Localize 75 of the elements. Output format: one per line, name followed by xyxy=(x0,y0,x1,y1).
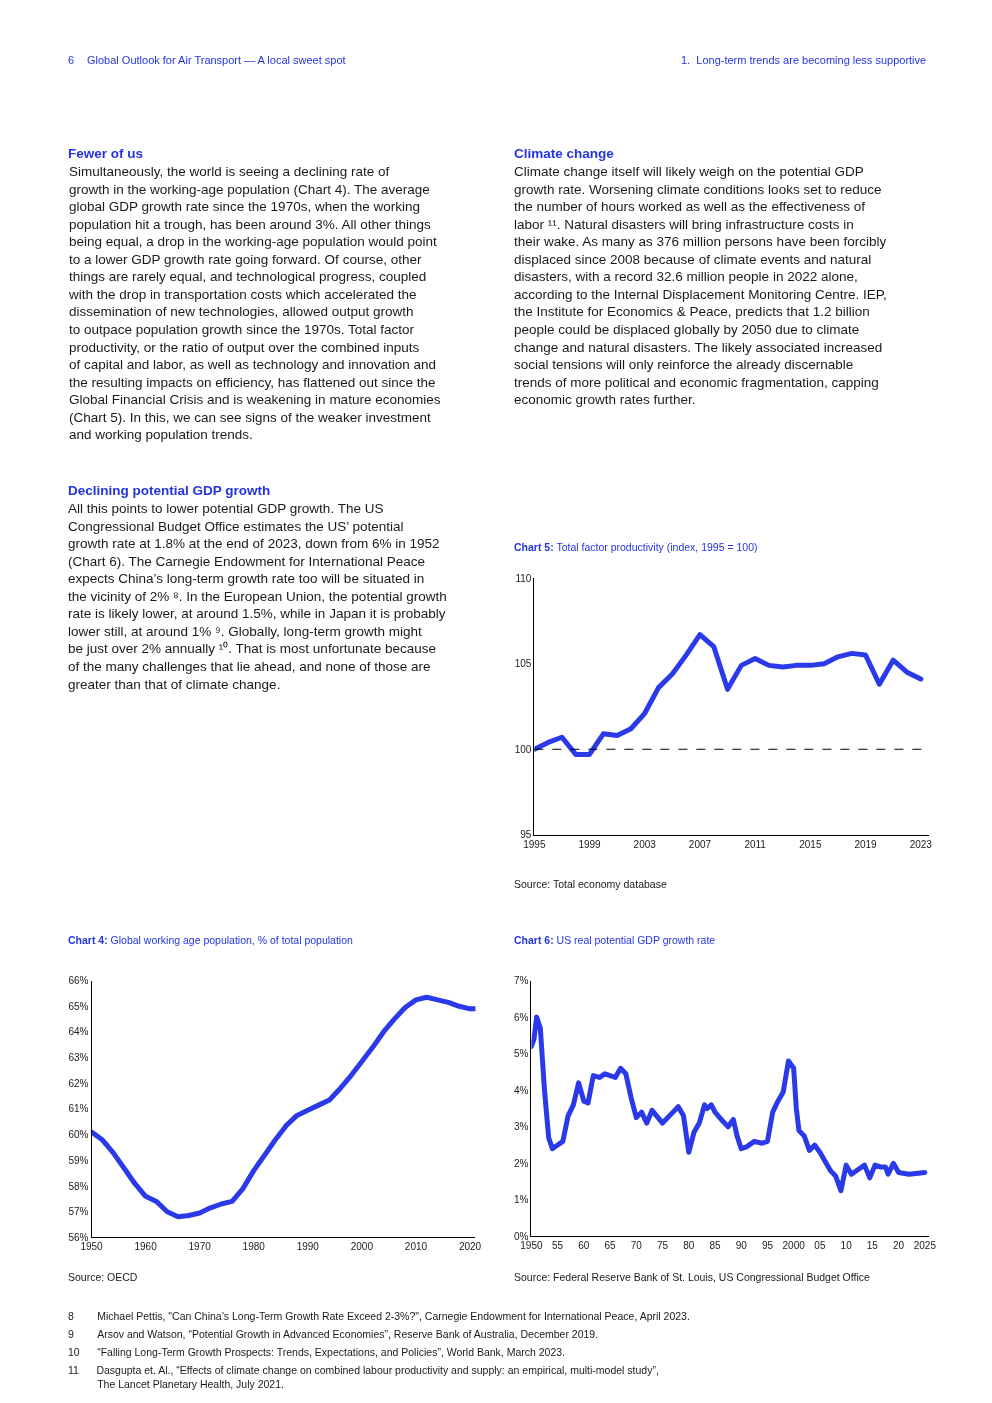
x-tick-label: 10 xyxy=(840,1240,853,1252)
text: 11 Dasgupta et. Al., “Effects of climate change on combined labour productivity and supply: an empirical, multi-model study”, xyxy=(68,1364,659,1376)
y-tick-label: 57% xyxy=(68,1206,89,1218)
x-tick-label: 85 xyxy=(709,1240,721,1252)
text: 6 xyxy=(68,54,75,66)
text: All this points to lower potential GDP growth. The US Congressional Budget Office estimates the US’ potential growth rate at 1.8% at the end of 2023, down from 6% in 1952 (Chart 6). The Carnegie Endowment for International Peace expects China’s long-term growth rate too will be situated in the vicinity of 2% ⁸. In the European Union, the potential growth rate is likely lower, at around 1.5%, while in Japan it is probably lower still, at around 1% ⁹. Globally, long-term growth might be just over 2% annually ¹⁰. That is most unfortunate because of the many challenges that lie ahead, and none of those are greater than that of climate change. xyxy=(68,501,447,692)
x-tick-label: 1995 xyxy=(523,838,546,850)
y-tick-label: 59% xyxy=(68,1154,89,1166)
x-tick-label: 90 xyxy=(735,1240,748,1252)
x-tick-label: 75 xyxy=(656,1240,669,1252)
chart-title: Chart 5: Total factor productivity (index, 1995 = 100) xyxy=(514,541,758,553)
x-tick-label: 15 xyxy=(866,1240,879,1252)
source-note: Source: Total economy database xyxy=(514,878,667,890)
x-tick-label: 2003 xyxy=(633,838,657,850)
text: 10 “Falling Long-Term Growth Prospects: Trends, Expectations, and Policies”, World Bank, March 2023. xyxy=(68,1346,566,1358)
y-tick-label: 56% xyxy=(68,1231,89,1243)
source-note: Source: Federal Reserve Bank of St. Louis, US Congressional Budget Office xyxy=(514,1271,870,1283)
text: Fewer of us xyxy=(68,146,144,161)
text: 1. Long-term trends are becoming less supportive xyxy=(681,54,927,66)
x-tick-label: 2020 xyxy=(458,1241,482,1253)
x-tick-label: 2000 xyxy=(350,1241,374,1253)
y-tick-label: 65% xyxy=(68,1000,89,1012)
text: Declining potential GDP growth xyxy=(68,483,271,498)
x-tick-label: 1970 xyxy=(188,1241,212,1253)
text: 8 Michael Pettis, "Can China’s Long-Term Growth Rate Exceed 2-3%?", Carnegie Endowment for International Peace, April 2023. xyxy=(68,1310,690,1322)
source-note: Source: OECD xyxy=(68,1271,138,1283)
y-tick-label: 58% xyxy=(68,1180,89,1192)
x-tick-label: 1980 xyxy=(242,1241,266,1253)
x-tick-label: 2023 xyxy=(909,838,933,850)
x-tick-label: 65 xyxy=(604,1240,617,1252)
x-tick-label: 2019 xyxy=(854,838,878,850)
text: Climate change xyxy=(514,146,615,161)
x-tick-label: 95 xyxy=(761,1240,774,1252)
x-tick-label: 05 xyxy=(814,1240,826,1252)
text: 9 Arsov and Watson, “Potential Growth in Advanced Economies”, Reserve Bank of Australia, December 2019. xyxy=(68,1328,599,1340)
text: Global Outlook for Air Transport — A local sweet spot xyxy=(87,54,346,66)
x-tick-label: 1960 xyxy=(134,1241,158,1253)
y-tick-label: 63% xyxy=(68,1052,89,1064)
y-tick-label: 64% xyxy=(68,1026,89,1038)
chart-title: Chart 6: US real potential GDP growth rate xyxy=(514,934,716,946)
y-tick-label: 0% xyxy=(513,1230,529,1242)
y-tick-label: 61% xyxy=(68,1103,89,1115)
y-tick-label: 95 xyxy=(520,829,532,841)
y-tick-label: 5% xyxy=(513,1048,529,1060)
y-tick-label: 100 xyxy=(514,743,532,755)
x-tick-label: 80 xyxy=(683,1240,695,1252)
y-tick-label: 3% xyxy=(513,1121,529,1133)
y-tick-label: 110 xyxy=(515,572,532,584)
x-tick-label: 2007 xyxy=(688,838,712,850)
x-tick-label: 2025 xyxy=(913,1240,937,1252)
x-tick-label: 55 xyxy=(552,1240,564,1252)
x-tick-label: 2015 xyxy=(799,838,822,850)
x-tick-label: 2000 xyxy=(782,1240,806,1252)
y-tick-label: 4% xyxy=(513,1084,529,1096)
text: Simultaneously, the world is seeing a declining rate of growth in the working-age population (Chart 4). The average global GDP growth rate since the 1970s, when the working population hit a trough, has been around 3%. All other things being equal, a drop in the working-age population would point to a lower GDP growth rate going forward. Of course, other things are rarely equal, and technological progress, coupled with the drop in transportation costs which accelerated the dissemination of new technologies, allowed output growth to outpace population growth since the 1970s. Total factor productivity, or the ratio of output over the combined inputs of capital and labor, as well as technology and innovation and the resulting impacts on efficiency, has flattened out since the Global Financial Crisis and is weakening in mature economies (Chart 5). In this, we can see signs of the weaker investment and working population trends. xyxy=(69,164,441,443)
x-tick-label: 1950 xyxy=(520,1240,543,1252)
text: Climate change itself will likely weigh on the potential GDP growth rate. Worsening climate conditions looks set to reduce the number of hours worked as well as the effectiveness of labor ¹¹. Natural disasters will bring infrastructure costs in their wake. As many as 376 million persons have been forcibly displaced since 2008 because of climate events and natural disasters, with a record 32.6 million people in 2022 alone, according to the Internal Displacement Monitoring Centre. IEP, the Institute for Economics & Peace, predicts that 1.2 billion people could be displaced globally by 2050 due to climate change and natural disasters. The likely associated increased social tensions will only reinforce the already discernable trends of more political and economic fragmentation, capping economic growth rates further. xyxy=(514,164,887,408)
y-tick-label: 60% xyxy=(68,1129,89,1141)
x-tick-label: 60 xyxy=(578,1240,590,1252)
x-tick-label: 20 xyxy=(893,1240,905,1252)
x-tick-label: 2011 xyxy=(744,838,767,850)
x-tick-label: 1950 xyxy=(80,1241,104,1253)
x-tick-label: 1999 xyxy=(578,838,602,850)
x-tick-label: 2010 xyxy=(404,1241,428,1253)
y-tick-label: 7% xyxy=(513,975,529,987)
y-tick-label: 2% xyxy=(513,1157,529,1169)
y-tick-label: 66% xyxy=(68,975,89,987)
y-tick-label: 62% xyxy=(68,1077,89,1089)
text: The Lancet Planetary Health, July 2021. xyxy=(97,1377,284,1390)
y-tick-label: 6% xyxy=(513,1011,529,1023)
x-tick-label: 1990 xyxy=(296,1241,320,1253)
x-tick-label: 70 xyxy=(630,1240,643,1252)
y-tick-label: 1% xyxy=(513,1194,529,1206)
y-tick-label: 105 xyxy=(514,658,532,670)
chart-title: Chart 4: Global working age population, % of total population xyxy=(68,934,354,946)
